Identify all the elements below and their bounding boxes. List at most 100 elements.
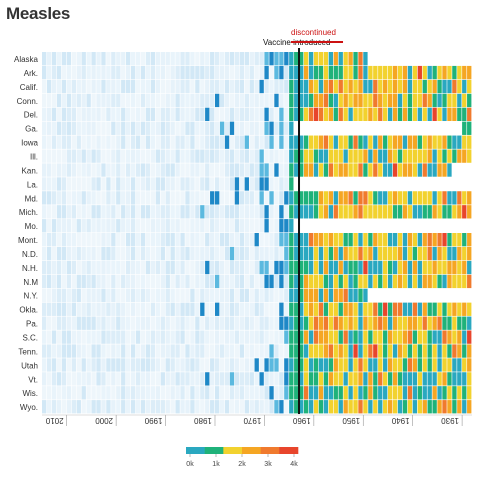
heatmap-cell <box>239 233 245 247</box>
heatmap-cell <box>383 149 388 163</box>
heatmap-cell <box>214 79 220 94</box>
heatmap-cell <box>205 330 210 344</box>
heatmap-cell <box>417 135 422 149</box>
heatmap-cell <box>289 246 294 261</box>
heatmap-cell <box>170 177 175 191</box>
heatmap-cell <box>140 149 146 163</box>
heatmap-cell <box>210 65 215 80</box>
heatmap-cell <box>91 177 96 191</box>
heatmap-cell <box>328 233 334 247</box>
heatmap-cell <box>101 358 106 372</box>
heatmap-cell <box>264 135 269 149</box>
heatmap-cell <box>259 93 264 108</box>
heatmap-cell <box>160 219 165 233</box>
heatmap-cell <box>205 149 210 163</box>
heatmap-cell <box>363 121 368 135</box>
heatmap-cell <box>111 233 116 247</box>
heatmap-cell <box>462 233 467 247</box>
heatmap-cell <box>234 372 240 386</box>
state-label: Del. <box>24 111 38 120</box>
heatmap-cell <box>81 386 86 400</box>
heatmap-cell <box>121 330 126 344</box>
heatmap-cell <box>76 79 81 94</box>
heatmap-cell <box>417 65 422 80</box>
heatmap-cell <box>111 65 116 80</box>
heatmap-cell <box>254 121 259 135</box>
heatmap-cell <box>407 93 413 108</box>
heatmap-cell <box>140 107 146 122</box>
heatmap-cell <box>229 79 235 94</box>
heatmap-cell <box>111 274 116 289</box>
heatmap-cell <box>61 79 67 94</box>
heatmap-cell <box>294 372 299 386</box>
heatmap-cell <box>294 358 299 372</box>
heatmap-cell <box>294 302 299 316</box>
heatmap-cell <box>442 358 447 372</box>
heatmap-cell <box>46 302 52 316</box>
heatmap-cell <box>130 65 136 80</box>
heatmap-cell <box>254 386 259 400</box>
heatmap-cell <box>289 79 294 94</box>
heatmap-cell <box>422 246 427 261</box>
heatmap-cell <box>333 52 338 66</box>
heatmap-cell <box>338 260 343 275</box>
heatmap-cell <box>402 400 408 414</box>
heatmap-cell <box>101 316 106 330</box>
heatmap-cell <box>219 177 225 191</box>
heatmap-cell <box>165 358 170 372</box>
heatmap-cell <box>299 79 304 94</box>
heatmap-cell <box>160 316 165 330</box>
heatmap-cell <box>101 288 106 303</box>
heatmap-cell <box>214 386 220 400</box>
heatmap-cell <box>323 344 329 358</box>
heatmap-cell <box>224 316 230 330</box>
heatmap-cell <box>46 65 52 80</box>
heatmap-cell <box>130 386 136 400</box>
heatmap-cell <box>412 52 418 66</box>
heatmap-cell <box>66 358 72 372</box>
heatmap-cell <box>150 135 156 149</box>
heatmap-cell <box>402 121 408 135</box>
heatmap-cell <box>249 358 254 372</box>
heatmap-cell <box>130 205 136 219</box>
heatmap-cell <box>422 107 427 122</box>
heatmap-cells <box>42 52 472 414</box>
heatmap-cell <box>338 274 343 289</box>
heatmap-cell <box>66 386 72 400</box>
heatmap-cell <box>190 302 195 316</box>
heatmap-cell <box>224 372 230 386</box>
heatmap-cell <box>135 400 141 414</box>
heatmap-cell <box>195 65 200 80</box>
heatmap-cell <box>229 274 235 289</box>
heatmap-cell <box>299 177 304 191</box>
heatmap-cell <box>397 386 403 400</box>
state-label: N.M <box>23 278 38 287</box>
heatmap-cell <box>323 135 329 149</box>
heatmap-cell <box>42 400 47 414</box>
heatmap-cell <box>397 191 403 205</box>
heatmap-cell <box>175 302 180 316</box>
heatmap-cell <box>150 205 156 219</box>
heatmap-cell <box>150 219 156 233</box>
heatmap-cell <box>175 233 180 247</box>
heatmap-cell <box>71 149 76 163</box>
heatmap-cell <box>244 288 249 303</box>
heatmap-cell <box>457 316 462 330</box>
heatmap-cell <box>210 302 215 316</box>
heatmap-cell <box>81 219 86 233</box>
heatmap-cell <box>308 372 314 386</box>
heatmap-cell <box>150 65 156 80</box>
heatmap-cell <box>274 372 279 386</box>
heatmap-cell <box>249 65 254 80</box>
heatmap-cell <box>442 191 447 205</box>
heatmap-cell <box>264 149 269 163</box>
heatmap-cell <box>195 177 200 191</box>
heatmap-cell <box>214 316 220 330</box>
heatmap-cell <box>392 344 398 358</box>
heatmap-cell <box>348 233 353 247</box>
heatmap-cell <box>224 65 230 80</box>
heatmap-cell <box>130 233 136 247</box>
heatmap-cell <box>165 233 170 247</box>
heatmap-cell <box>249 107 254 122</box>
heatmap-cell <box>462 400 467 414</box>
